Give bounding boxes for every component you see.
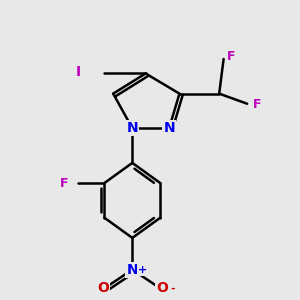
Text: +: + (138, 265, 148, 275)
Text: N: N (163, 121, 175, 135)
Text: -: - (171, 284, 175, 293)
Text: F: F (227, 50, 235, 63)
Text: F: F (253, 98, 262, 111)
Text: F: F (60, 177, 69, 190)
Text: N: N (127, 262, 138, 277)
Text: N: N (127, 121, 138, 135)
Text: O: O (156, 281, 168, 296)
Text: O: O (97, 281, 109, 296)
Text: I: I (75, 65, 80, 79)
